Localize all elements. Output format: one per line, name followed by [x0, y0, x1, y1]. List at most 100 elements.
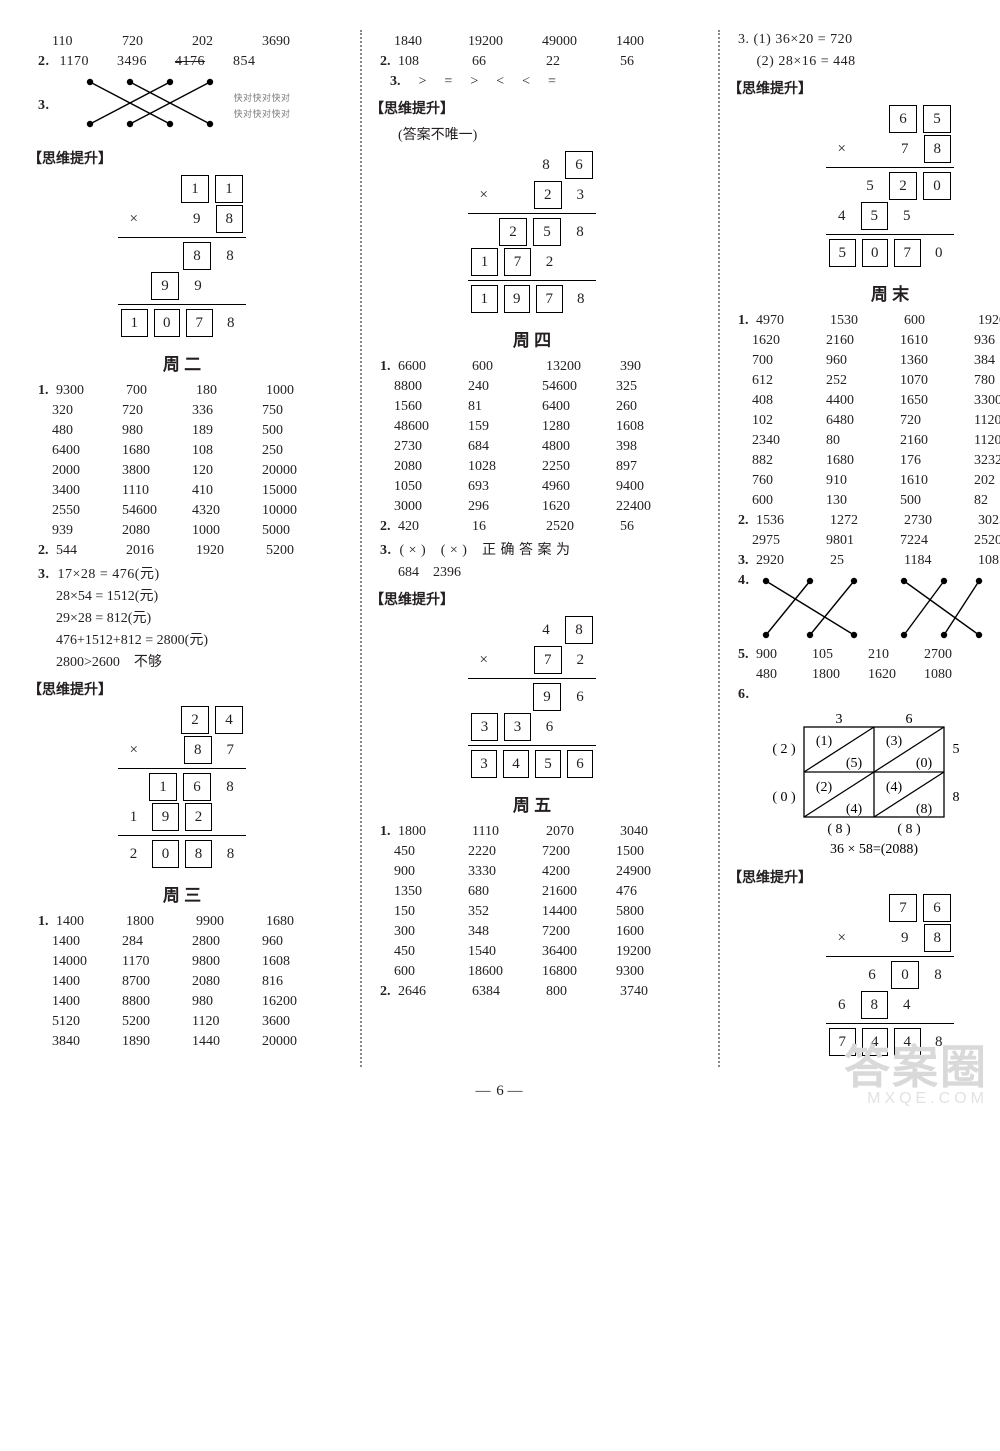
- digit: 8: [924, 135, 952, 163]
- siwei-heading: 【思维提升】: [28, 148, 336, 168]
- digit: 6: [567, 684, 593, 710]
- cell: 544: [56, 543, 126, 559]
- cell: 1400: [52, 994, 122, 1010]
- lattice-diagram: 36 58 ( 2 )( 0 ) ( 8 )( 8 ) (1)(5) (3)(0…: [754, 709, 974, 859]
- day-heading: 周 末: [728, 280, 1000, 305]
- multiply-sign: ×: [121, 206, 147, 232]
- cell: 130: [826, 493, 900, 509]
- cell: 600: [904, 313, 978, 329]
- answer-grid: 1.49701530600192016202160161093670096013…: [728, 313, 1000, 509]
- table-row: 2. 544 2016 1920 5200: [38, 543, 336, 559]
- table-row: 1.660060013200390: [380, 359, 694, 375]
- answer-grid: 1.93007001801000320720336750480980189500…: [28, 383, 336, 539]
- cell: 4800: [542, 439, 616, 455]
- cell: 720: [122, 34, 192, 50]
- cell: 2700: [924, 647, 980, 663]
- cell: 1170: [60, 54, 89, 69]
- digit: [568, 714, 593, 740]
- cell: 612: [752, 373, 826, 389]
- cell: 2800: [192, 934, 262, 950]
- cell: 500: [900, 493, 974, 509]
- digit: 4: [829, 203, 855, 229]
- digit: 8: [567, 219, 593, 245]
- column-2: 1840 19200 49000 1400 2. 108 66 22 56 3.…: [360, 30, 702, 1067]
- multiply-sign: ×: [471, 647, 497, 673]
- cell: 1000: [192, 523, 262, 539]
- cell: 910: [826, 473, 900, 489]
- cell: 19200: [616, 944, 690, 960]
- cell: 900: [394, 864, 468, 880]
- digit: 8: [183, 242, 211, 270]
- cell: 20000: [262, 1034, 332, 1050]
- cell: 600: [472, 359, 546, 375]
- table-row: 3400111041015000: [52, 483, 336, 499]
- siwei-heading: 【思维提升】: [370, 98, 694, 118]
- digit: 3: [471, 713, 498, 741]
- table-row: 1.497015306001920: [738, 313, 1000, 329]
- cell: 9300: [56, 383, 126, 399]
- table-row: 939208010005000: [52, 523, 336, 539]
- siwei-heading: 【思维提升】: [370, 589, 694, 609]
- digit: 5: [923, 105, 951, 133]
- digit: 7: [534, 646, 562, 674]
- digit: 8: [927, 1029, 952, 1055]
- cell: 500: [262, 423, 332, 439]
- multiply-sign: ×: [121, 737, 147, 763]
- cell: 159: [468, 419, 542, 435]
- cell: 1400: [56, 914, 126, 930]
- cell: 1610: [900, 473, 974, 489]
- table-row: 60018600168009300: [394, 964, 694, 980]
- table-row: 320720336750: [52, 403, 336, 419]
- cell: (1): [816, 734, 833, 749]
- cross-svg: [80, 76, 230, 130]
- pagenum-value: 6: [496, 1083, 504, 1099]
- digit: 0: [923, 172, 951, 200]
- digit: 9: [151, 272, 179, 300]
- digit: 2: [889, 172, 917, 200]
- cell: 14400: [542, 904, 616, 920]
- cell: 1400: [52, 974, 122, 990]
- cell: 700: [752, 353, 826, 369]
- cell: 1400: [52, 934, 122, 950]
- cell: 1540: [468, 944, 542, 960]
- cell: 108: [192, 443, 262, 459]
- cell: 7224: [900, 533, 974, 549]
- cell: 3300: [974, 393, 1000, 409]
- siwei-heading: 【思维提升】: [28, 679, 336, 699]
- digit: 5: [829, 239, 856, 267]
- table-row: 2.1536127227303025: [738, 513, 1000, 529]
- cell: 1120: [974, 433, 1000, 449]
- cell: 1680: [826, 453, 900, 469]
- cell: 202: [974, 473, 1000, 489]
- cell: 9801: [826, 533, 900, 549]
- table-row: 23408021601120: [752, 433, 1000, 449]
- q-number: 3.: [738, 553, 756, 569]
- cell: 2340: [752, 433, 826, 449]
- cell: 252: [826, 373, 900, 389]
- cell: 897: [616, 459, 690, 475]
- cell: 296: [468, 499, 542, 515]
- cell: 82: [974, 493, 1000, 509]
- caption: 快对快对快对: [234, 109, 291, 119]
- digit: 8: [185, 840, 212, 868]
- sign: >: [419, 74, 427, 90]
- cell: 8800: [122, 994, 192, 1010]
- digit: 0: [891, 961, 919, 989]
- cell: 1680: [122, 443, 192, 459]
- cell: 2730: [904, 513, 978, 529]
- cell: 7200: [542, 844, 616, 860]
- cell: 1184: [904, 553, 978, 569]
- digit: 6: [183, 773, 211, 801]
- digit: 0: [154, 309, 181, 337]
- digit: 2: [121, 841, 146, 867]
- cell: 250: [262, 443, 332, 459]
- cell: 2070: [546, 824, 620, 840]
- cell: ( 2 ): [772, 742, 796, 757]
- q4-line: 4.: [738, 573, 1000, 643]
- digit: 8: [218, 841, 243, 867]
- cell: 189: [192, 423, 262, 439]
- digit: [861, 925, 887, 951]
- digit: 2: [185, 803, 212, 831]
- cell: 1120: [192, 1014, 262, 1030]
- cell: 1536: [756, 513, 830, 529]
